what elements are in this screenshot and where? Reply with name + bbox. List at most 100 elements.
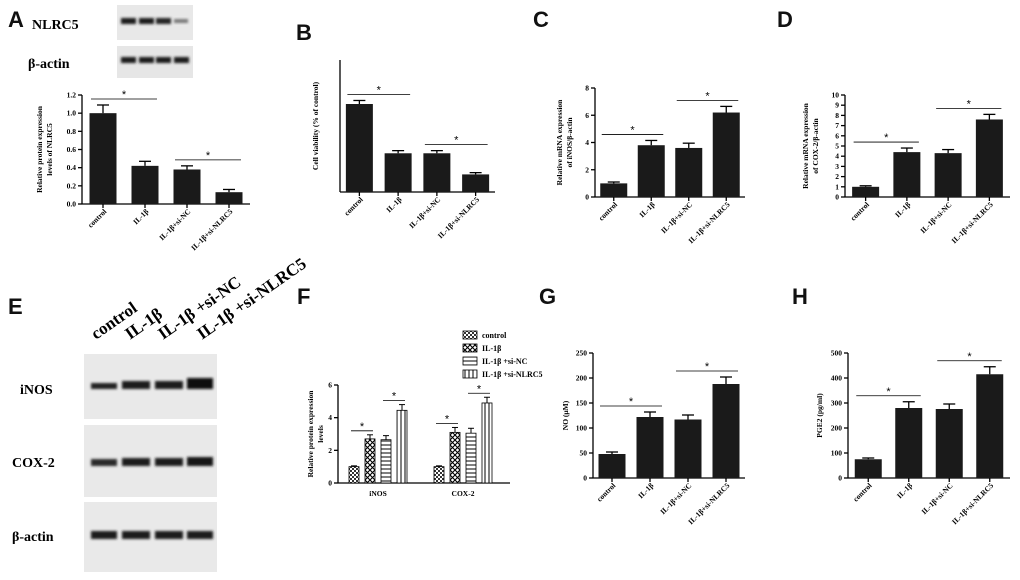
chart-g-bar — [636, 417, 664, 478]
chart-a-category-label: IL-1β+si-NC — [157, 207, 192, 242]
chart-f-ytick-label: 2 — [328, 446, 332, 455]
chart-c-bar — [600, 183, 628, 197]
chart-a-category-label: control — [86, 207, 108, 229]
chart-d-ytick-label: 2 — [835, 172, 839, 181]
chart-f-significance-star: * — [477, 383, 482, 395]
chart-b-category-label: IL-1β+si-NLRC5 — [436, 195, 481, 240]
chart-a-ytick-label: 0.8 — [67, 127, 77, 136]
chart-c-category-label: IL-1β+si-NC — [659, 200, 694, 235]
chart-f-y-axis-label: Relative protein expression — [306, 390, 315, 478]
chart-d-ytick-label: 8 — [835, 111, 839, 120]
chart-h-significance-star: * — [886, 386, 891, 398]
chart-f-category-label: COX-2 — [452, 489, 475, 498]
chart-f-significance-star: * — [392, 391, 397, 403]
chart-h-category-label: IL-1β — [895, 481, 914, 500]
chart-f-ytick-label: 4 — [328, 413, 332, 422]
chart-c-ytick-label: 4 — [585, 138, 589, 147]
chart-g-bar — [674, 419, 702, 478]
chart-c-category-label: IL-1β — [637, 200, 656, 219]
chart-c-y-axis-label: of iNOS/β-actin — [565, 117, 574, 168]
chart-f-bar — [465, 432, 477, 484]
chart-a-category-label: IL-1β+si-NLRC5 — [189, 207, 234, 252]
chart-f-significance-star: * — [445, 413, 450, 425]
chart-d-category-label: control — [849, 200, 871, 222]
chart-c-ytick-label: 0 — [585, 193, 589, 202]
chart-a-significance-star: * — [122, 89, 127, 101]
chart-f-legend-swatch — [462, 356, 478, 366]
chart-f-legend-label: IL-1β +si-NC — [482, 357, 528, 366]
chart-a-bar — [131, 165, 159, 204]
chart-d-ytick-label: 10 — [832, 91, 840, 100]
chart-d-ytick-label: 6 — [835, 131, 839, 140]
chart-h-category-label: IL-1β+si-NC — [919, 481, 954, 516]
chart-f-legend-swatch — [462, 343, 478, 353]
chart-a-ytick-label: 0.0 — [67, 200, 77, 209]
chart-g-bar — [712, 384, 740, 478]
chart-f-bar — [449, 431, 461, 484]
chart-a-ytick-label: 1.0 — [67, 109, 77, 118]
chart-b-significance-star: * — [377, 84, 382, 96]
chart-f-legend-label: IL-1β — [482, 344, 501, 353]
chart-d-bar — [934, 153, 962, 197]
chart-c-bar — [675, 147, 703, 197]
chart-g-ytick-label: 150 — [576, 399, 588, 408]
chart-c-y-axis-label: Relative mRNA expression — [555, 99, 564, 186]
chart-g-ytick-label: 200 — [576, 374, 588, 383]
chart-c-significance-star: * — [705, 90, 710, 102]
chart-f-bar — [364, 438, 376, 484]
chart-a-ytick-label: 1.2 — [67, 91, 77, 100]
blot-a-label-nlrc5: NLRC5 — [32, 18, 79, 33]
chart-f-bar — [433, 466, 445, 484]
chart-g-ytick-label: 0 — [583, 474, 587, 483]
chart-a-ytick-label: 0.2 — [67, 181, 77, 190]
chart-a-significance-star: * — [206, 150, 211, 162]
chart-a-y-axis-label: levels of NLRC5 — [45, 123, 54, 176]
chart-g-bar — [598, 454, 626, 478]
chart-d-bar — [893, 152, 921, 197]
panel-letter-a: A — [8, 7, 24, 32]
western-blot-e: control IL-1β IL-1β +si-NC IL-1β +si-NLR… — [12, 254, 310, 572]
chart-f-category-label: iNOS — [369, 489, 387, 498]
chart-d-ytick-label: 9 — [835, 101, 839, 110]
chart-d-ytick-label: 7 — [835, 121, 839, 130]
chart-g-ytick-label: 50 — [580, 449, 588, 458]
chart-f-legend-label: IL-1β +si-NLRC5 — [482, 370, 543, 379]
panel-letter-e: E — [8, 294, 23, 319]
blot-a-label-beta-actin: β-actin — [28, 57, 70, 72]
chart-f-ytick-label: 6 — [328, 381, 332, 390]
panel-letter-g: G — [539, 284, 556, 309]
chart-b-significance-star: * — [454, 135, 459, 147]
chart-h-ytick-label: 200 — [831, 424, 843, 433]
panel-letter-b: B — [296, 20, 312, 45]
chart-h-bar — [935, 409, 963, 478]
chart-a-ytick-label: 0.4 — [67, 163, 77, 172]
chart-d-bar — [975, 119, 1003, 197]
chart-g-y-axis-label: NO (μM) — [561, 400, 570, 430]
chart-f-bar — [380, 439, 392, 484]
blot-e-label-cox2: COX-2 — [12, 456, 55, 471]
chart-f-bar — [481, 402, 493, 484]
chart-d-ytick-label: 5 — [835, 142, 839, 151]
chart-h-ytick-label: 100 — [831, 449, 843, 458]
western-blot-a: NLRC5 β-actin — [28, 5, 193, 78]
chart-a-y-axis-label: Relative protein expression — [35, 105, 44, 193]
chart-g-category-label: IL-1β — [636, 481, 655, 500]
chart-g-significance-star: * — [629, 396, 634, 408]
panel-letter-c: C — [533, 7, 549, 32]
chart-f-protein-levels: 0 2 4 6 iNOS * * COX-2 * * control IL-1β IL-1β +si-N… — [306, 330, 543, 498]
chart-b-category-label: IL-1β+si-NC — [407, 195, 442, 230]
chart-h-y-axis-label: PGE2 (pg/ml) — [815, 393, 824, 438]
chart-d-category-label: IL-1β — [893, 200, 912, 219]
chart-d-significance-star: * — [967, 98, 972, 110]
chart-c-bar — [637, 145, 665, 197]
chart-g-category-label: control — [595, 481, 617, 503]
chart-f-ytick-label: 0 — [328, 479, 332, 488]
chart-d-ytick-label: 3 — [835, 162, 839, 171]
chart-d-ytick-label: 0 — [835, 193, 839, 202]
chart-d-y-axis-label: Relative mRNA expression — [801, 102, 810, 189]
chart-c-significance-star: * — [630, 124, 635, 136]
chart-f-significance-star: * — [360, 421, 365, 433]
chart-a-nlrc5-protein: 0.0 0.2 0.4 0.6 0.8 1.0 1.2 control IL-1β IL-1β+s… — [35, 89, 250, 252]
